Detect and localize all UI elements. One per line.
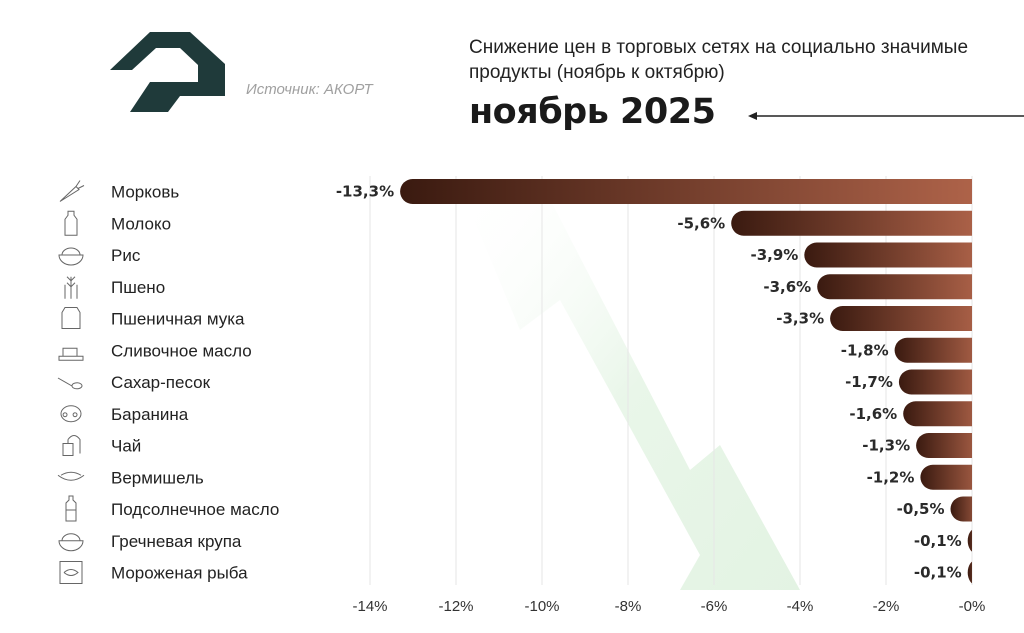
- bar: [731, 210, 972, 236]
- category-label: Вермишель: [111, 468, 204, 487]
- category-label: Молоко: [111, 214, 171, 233]
- x-tick-label: -4%: [787, 598, 814, 615]
- bar: [967, 529, 972, 552]
- value-label: -5,6%: [677, 214, 725, 232]
- tea-bag-icon: [62, 435, 81, 456]
- value-label: -1,6%: [849, 405, 897, 423]
- company-logo: [110, 32, 225, 112]
- arrow-left-icon: [748, 112, 1024, 120]
- value-label: -0,1%: [914, 564, 962, 582]
- bars: -13,3% -5,6% -3,9% -3,6% -3,3% -1,8% -1,7% -1,6…: [336, 179, 972, 584]
- watermark-arrow-icon: [470, 180, 800, 590]
- value-label: -1,7%: [845, 373, 893, 391]
- category-label: Морковь: [111, 183, 179, 202]
- value-label: -1,2%: [867, 468, 915, 486]
- x-tick-label: -12%: [438, 598, 473, 615]
- bar: [804, 242, 972, 268]
- category-label: Подсолнечное масло: [111, 500, 279, 519]
- category-label: Сливочное масло: [111, 341, 252, 360]
- category-label: Чай: [111, 437, 141, 456]
- x-tick-label: -10%: [524, 598, 559, 615]
- category-label: Сахар-песок: [111, 373, 211, 392]
- sheep-icon: [60, 405, 82, 423]
- value-label: -1,3%: [862, 437, 910, 455]
- sugar-spoon-icon: [57, 377, 83, 390]
- source-note: Источник: АКОРТ: [246, 81, 373, 98]
- value-label: -0,1%: [914, 532, 962, 550]
- bar: [400, 179, 972, 204]
- flour-bag-icon: [61, 307, 81, 329]
- rice-bowl-icon: [58, 247, 84, 266]
- page-title: ноябрь 2025: [469, 92, 716, 132]
- noodle-bowl-icon: [57, 471, 85, 481]
- buckwheat-bowl-icon: [58, 533, 84, 552]
- oil-bottle-icon: [65, 495, 77, 522]
- x-tick-label: -8%: [615, 598, 642, 615]
- category-label: Рис: [111, 246, 141, 265]
- bar: [967, 561, 972, 584]
- bar: [830, 306, 972, 331]
- value-label: -13,3%: [336, 183, 394, 201]
- bar: [950, 496, 972, 522]
- value-label: -3,9%: [750, 246, 798, 264]
- x-tick-label: -0%: [959, 598, 986, 615]
- value-label: -1,8%: [841, 341, 889, 359]
- butter-icon: [58, 347, 84, 361]
- category-label: Баранина: [111, 405, 189, 424]
- bar: [817, 274, 972, 300]
- bar: [916, 433, 972, 458]
- bar: [898, 369, 972, 395]
- bar: [894, 337, 972, 363]
- wheat-icon: [64, 276, 78, 299]
- frozen-fish-icon: [59, 561, 83, 584]
- category-label: Гречневая крупа: [111, 532, 242, 551]
- category-label: Пшено: [111, 278, 165, 297]
- x-tick-label: -2%: [873, 598, 900, 615]
- milk-bottle-icon: [64, 210, 78, 236]
- category-labels: Морковь Молоко Рис Пшено Пшеничная мука Сливо…: [111, 183, 279, 583]
- bar: [920, 464, 972, 490]
- bar: [903, 401, 972, 427]
- value-label: -3,6%: [763, 278, 811, 296]
- value-label: -3,3%: [776, 310, 824, 328]
- x-tick-label: -14%: [352, 598, 387, 615]
- category-icons: [57, 180, 85, 584]
- category-label: Мороженая рыба: [111, 564, 248, 583]
- carrot-icon: [59, 180, 85, 202]
- value-label: -0,5%: [897, 500, 945, 518]
- x-axis: -14% -12% -10% -8% -6% -4% -2% -0%: [352, 598, 985, 615]
- chart-subtitle: Снижение цен в торговых сетях на социаль…: [469, 37, 969, 83]
- category-label: Пшеничная мука: [111, 310, 245, 329]
- x-tick-label: -6%: [701, 598, 728, 615]
